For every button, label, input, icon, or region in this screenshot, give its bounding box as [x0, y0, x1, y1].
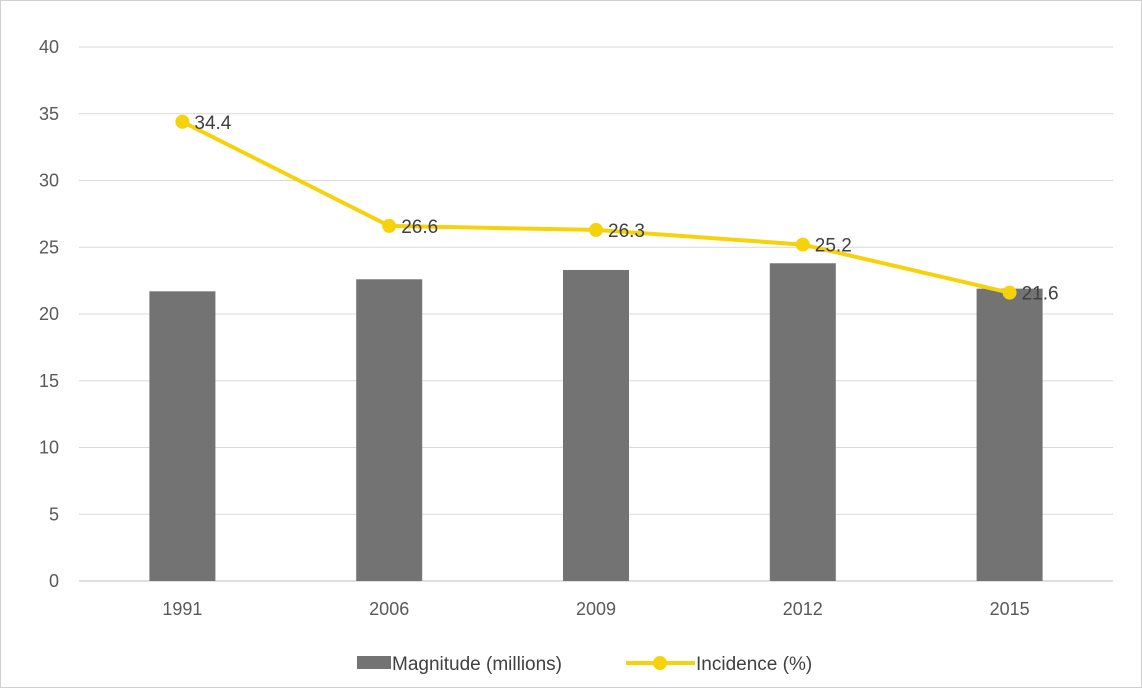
line-series	[180, 119, 1012, 295]
legend-swatch-marker	[653, 656, 667, 670]
bar	[563, 269, 629, 581]
data-label: 21.6	[1022, 284, 1059, 305]
y-tick-label: 20	[39, 304, 59, 324]
data-labels: 34.4 26.6 26.3 25.2 21.6	[194, 113, 1058, 305]
legend-label: Incidence (%)	[696, 654, 812, 675]
y-tick-label: 25	[39, 237, 59, 257]
data-label: 25.2	[815, 236, 852, 257]
line-point	[589, 222, 603, 237]
line-point	[175, 114, 190, 129]
line-point	[382, 218, 397, 233]
y-tick-label: 15	[39, 371, 59, 391]
data-label: 26.3	[608, 221, 645, 242]
x-tick-label: 2006	[369, 599, 409, 619]
legend: Magnitude (millions) Incidence (%)	[357, 654, 812, 675]
legend-label: Magnitude (millions)	[392, 654, 562, 675]
bar	[769, 263, 836, 581]
line-point	[795, 237, 810, 252]
line-point	[1002, 285, 1017, 300]
x-axis-tick-labels: 1991 2006 2009 2012 2015	[162, 599, 1029, 619]
y-tick-label: 0	[49, 571, 59, 591]
y-axis-tick-labels: 0 5 10 15 20 25 30 35 40	[39, 37, 59, 591]
y-tick-label: 10	[39, 438, 59, 458]
bar-series	[149, 263, 1043, 581]
x-tick-label: 2012	[783, 599, 823, 619]
data-label: 34.4	[194, 113, 231, 134]
legend-swatch-bar	[357, 656, 391, 669]
incidence-line	[180, 119, 1012, 295]
x-tick-label: 2009	[576, 599, 616, 619]
bar	[149, 291, 216, 581]
y-tick-label: 40	[39, 37, 59, 57]
y-tick-label: 5	[49, 504, 59, 524]
bar	[976, 288, 1043, 581]
bar	[356, 279, 423, 581]
y-tick-label: 35	[39, 104, 59, 124]
x-tick-label: 1991	[162, 599, 202, 619]
data-label: 26.6	[401, 217, 438, 238]
y-tick-label: 30	[39, 171, 59, 191]
x-tick-label: 2015	[990, 599, 1030, 619]
line-points	[175, 114, 1017, 300]
